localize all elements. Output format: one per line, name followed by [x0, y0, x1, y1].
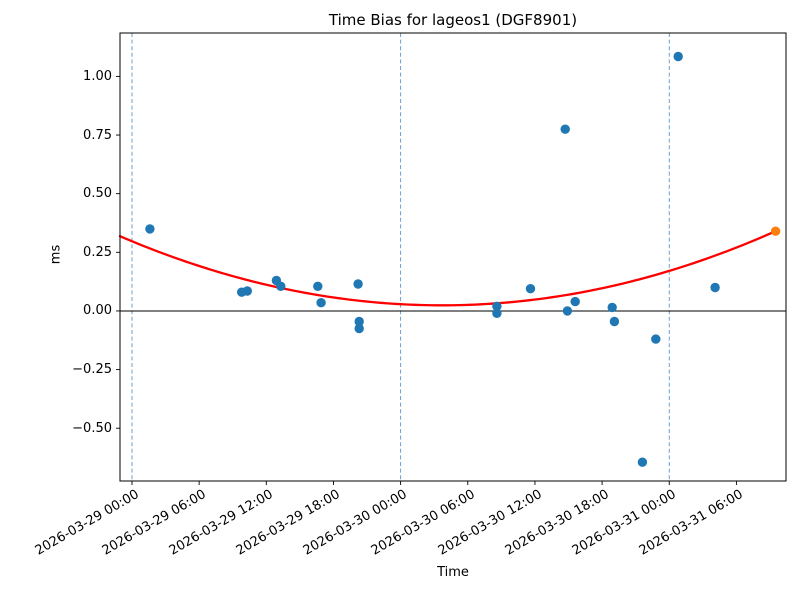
- y-tick-label: −0.50: [72, 420, 112, 436]
- observed-time-bias-point: [276, 281, 286, 291]
- chart-title: Time Bias for lageos1 (DGF8901): [328, 11, 578, 29]
- observed-time-bias-point: [242, 286, 252, 296]
- plot-border: [119, 32, 787, 482]
- y-axis-label: ms: [48, 244, 64, 265]
- observed-time-bias-point: [145, 224, 155, 234]
- observed-time-bias-point: [353, 279, 363, 289]
- fit-curve: [118, 230, 777, 307]
- observed-time-bias-point: [609, 316, 620, 327]
- y-tick-label: 0.00: [83, 303, 112, 319]
- observed-time-bias-point: [562, 306, 573, 316]
- observed-time-bias-point: [354, 316, 364, 327]
- y-tick-label: 0.75: [83, 127, 112, 143]
- y-tick-label: 0.50: [83, 186, 112, 202]
- predicted-time-bias-point: [770, 226, 781, 236]
- observed-time-bias-point: [354, 323, 364, 334]
- x-axis-label: Time: [437, 565, 469, 580]
- observed-time-bias-point: [710, 282, 720, 293]
- observed-time-bias-point: [637, 457, 648, 467]
- observed-time-bias-point: [316, 298, 326, 308]
- observed-time-bias-point: [607, 302, 617, 313]
- observed-time-bias-point: [570, 296, 580, 307]
- observed-time-bias-point: [673, 51, 683, 62]
- observed-time-bias-point: [313, 281, 323, 291]
- observed-time-bias-point: [492, 301, 502, 311]
- observed-time-bias-point: [651, 334, 661, 344]
- observed-time-bias-point: [492, 308, 502, 318]
- y-tick-label: 1.00: [83, 68, 112, 84]
- y-tick-label: 0.25: [83, 244, 112, 260]
- observed-time-bias-point: [560, 124, 570, 134]
- observed-time-bias-point: [525, 284, 536, 294]
- y-tick-label: −0.25: [72, 362, 112, 378]
